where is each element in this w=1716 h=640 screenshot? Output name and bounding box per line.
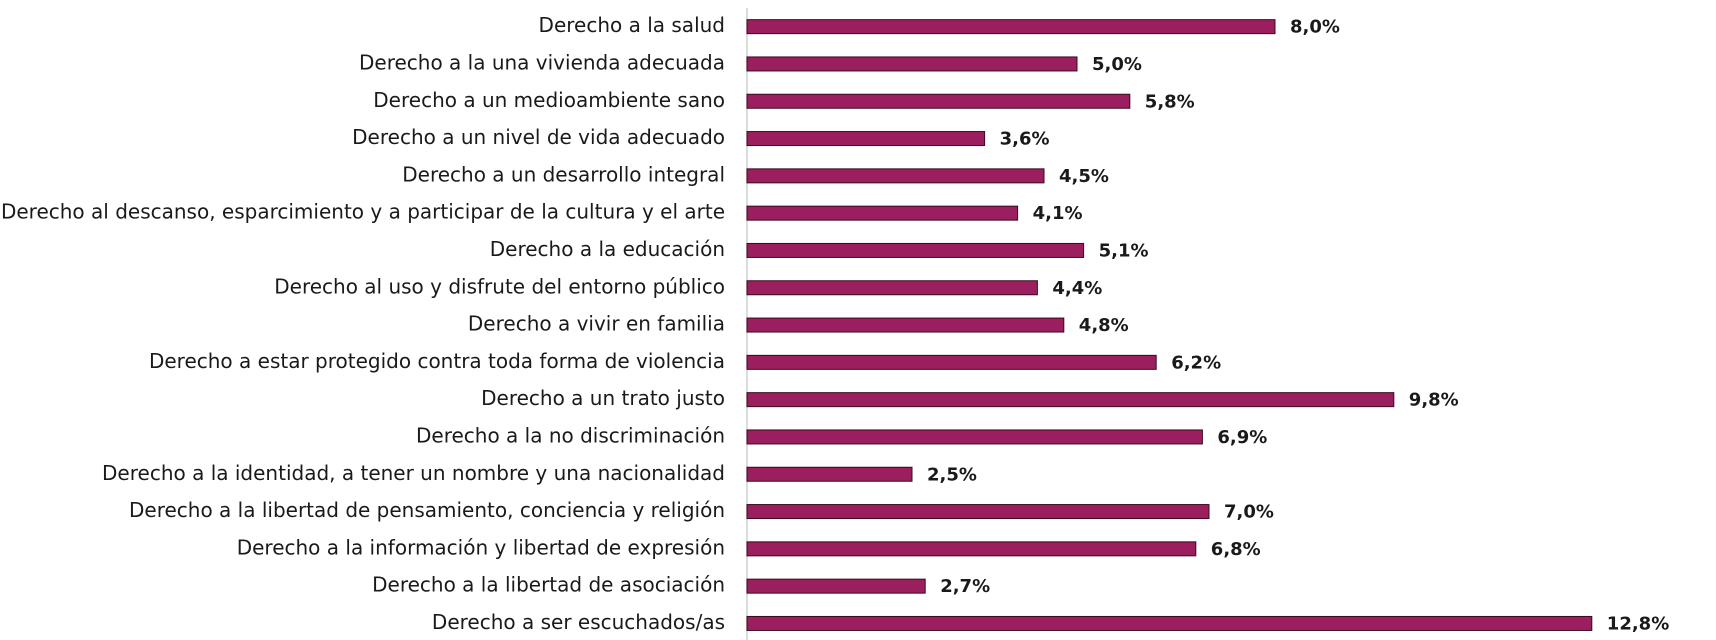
- bar: [746, 504, 1210, 520]
- y-tick-label: Derecho a un trato justo: [481, 386, 725, 410]
- data-label: 7,0%: [1224, 502, 1274, 523]
- bar: [746, 392, 1395, 408]
- data-label: 8,0%: [1290, 17, 1340, 38]
- data-label: 4,8%: [1079, 315, 1129, 336]
- data-label: 4,5%: [1059, 166, 1109, 187]
- bar: [746, 205, 1019, 221]
- bar: [746, 19, 1276, 35]
- bar: [746, 168, 1045, 184]
- y-tick-label: Derecho a la salud: [539, 13, 725, 37]
- bar: [746, 93, 1131, 109]
- y-tick-label: Derecho a la información y libertad de e…: [237, 535, 725, 559]
- y-tick-label: Derecho al uso y disfrute del entorno pú…: [274, 274, 725, 298]
- y-tick-label: Derecho a ser escuchados/as: [432, 610, 725, 634]
- data-label: 2,7%: [940, 576, 990, 597]
- data-label: 5,0%: [1092, 54, 1142, 75]
- bar: [746, 578, 926, 594]
- bar: [746, 615, 1593, 631]
- bar: [746, 541, 1197, 557]
- y-tick-label: Derecho a la identidad, a tener un nombr…: [102, 461, 725, 485]
- bar: [746, 280, 1038, 296]
- y-tick-label: Derecho a la libertad de asociación: [372, 573, 725, 597]
- data-label: 3,6%: [1000, 129, 1050, 150]
- bar: [746, 242, 1085, 258]
- bar: [746, 56, 1078, 72]
- data-label: 6,2%: [1171, 352, 1221, 373]
- y-tick-label: Derecho a la libertad de pensamiento, co…: [129, 498, 725, 522]
- bar: [746, 131, 986, 147]
- data-label: 2,5%: [927, 464, 977, 485]
- bar: [746, 354, 1157, 370]
- y-tick-label: Derecho a un nivel de vida adecuado: [352, 125, 725, 149]
- y-tick-label: Derecho a estar protegido contra toda fo…: [149, 349, 725, 373]
- data-label: 5,8%: [1145, 91, 1195, 112]
- y-tick-label: Derecho a la una vivienda adecuada: [359, 50, 725, 74]
- y-tick-label: Derecho a la no discriminación: [416, 423, 725, 447]
- bar: [746, 317, 1065, 333]
- bar: [746, 466, 913, 482]
- data-label: 9,8%: [1409, 390, 1459, 411]
- data-label: 6,9%: [1217, 427, 1267, 448]
- y-tick-label: Derecho a un medioambiente sano: [373, 88, 725, 112]
- y-tick-label: Derecho a la educación: [490, 237, 725, 261]
- bar: [746, 429, 1203, 445]
- data-label: 12,8%: [1607, 613, 1669, 634]
- data-label: 6,8%: [1211, 539, 1261, 560]
- y-tick-label: Derecho a vivir en familia: [468, 312, 725, 336]
- data-label: 5,1%: [1099, 240, 1149, 261]
- data-label: 4,1%: [1033, 203, 1083, 224]
- data-label: 4,4%: [1052, 278, 1102, 299]
- y-tick-label: Derecho al descanso, esparcimiento y a p…: [1, 200, 725, 224]
- y-tick-label: Derecho a un desarrollo integral: [402, 162, 725, 186]
